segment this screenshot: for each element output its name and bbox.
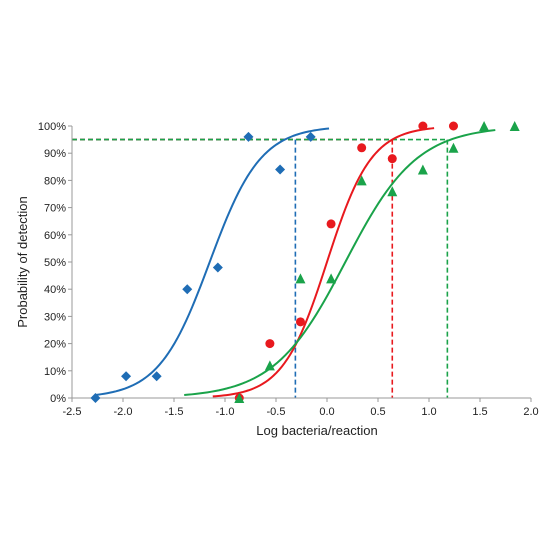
data-point-diamond — [305, 131, 316, 142]
y-tick-label: 70% — [44, 203, 66, 215]
data-point-triangle — [509, 121, 520, 131]
data-point-circle — [418, 121, 428, 131]
data-point-triangle — [326, 273, 337, 284]
data-point-diamond — [151, 371, 162, 382]
data-point-circle — [295, 317, 305, 327]
data-point-triangle — [264, 360, 275, 371]
data-point-diamond — [275, 164, 286, 175]
data-point-diamond — [212, 262, 223, 273]
data-point-triangle — [417, 164, 428, 175]
data-point-diamond — [90, 393, 101, 403]
fit-curve — [95, 127, 330, 396]
y-tick-label: 50% — [44, 257, 66, 269]
axes: -2.5 -2.0 -1.5 -1.0 -0.5 0.0 0.5 1.0 1.5 2.0 0% 10%… — [38, 121, 539, 418]
x-tick-label: -2.0 — [114, 406, 133, 418]
y-tick-label: 60% — [44, 230, 66, 242]
x-tick-label: 1.0 — [421, 406, 436, 418]
x-tick-label: -2.5 — [63, 406, 82, 418]
y-tick-label: 100% — [38, 121, 66, 133]
data-point-triangle — [479, 121, 490, 131]
data-points — [90, 121, 520, 403]
threshold-lines — [72, 138, 449, 398]
y-tick-label: 10% — [44, 366, 66, 378]
x-tick-label: 2.0 — [523, 406, 538, 418]
x-tick-label: -0.5 — [267, 406, 286, 418]
data-point-circle — [357, 143, 367, 153]
x-tick-label: 1.5 — [472, 406, 487, 418]
y-tick-label: 40% — [44, 284, 66, 296]
x-axis-title: Log bacteria/reaction — [256, 423, 377, 438]
data-point-triangle — [356, 175, 367, 186]
fit-curve — [212, 127, 435, 398]
data-point-diamond — [243, 131, 254, 142]
data-point-triangle — [234, 393, 245, 403]
x-tick-label: 0.0 — [319, 406, 334, 418]
data-point-circle — [448, 121, 458, 131]
data-point-circle — [326, 219, 336, 229]
fit-curves — [95, 127, 496, 398]
data-point-circle — [387, 154, 397, 164]
y-tick-label: 20% — [44, 339, 66, 351]
data-point-diamond — [121, 371, 132, 382]
y-axis-title: Probability of detection — [15, 196, 30, 328]
data-point-triangle — [448, 142, 459, 153]
data-point-triangle — [387, 186, 398, 197]
y-tick-label: 0% — [50, 393, 66, 405]
data-point-diamond — [182, 284, 193, 295]
data-point-triangle — [295, 273, 306, 284]
x-tick-label: 0.5 — [370, 406, 385, 418]
x-tick-label: -1.0 — [216, 406, 235, 418]
y-tick-label: 80% — [44, 175, 66, 187]
data-point-circle — [265, 339, 275, 349]
x-tick-label: -1.5 — [165, 406, 184, 418]
fit-curve — [184, 129, 496, 397]
y-tick-label: 30% — [44, 311, 66, 323]
y-tick-label: 90% — [44, 148, 66, 160]
